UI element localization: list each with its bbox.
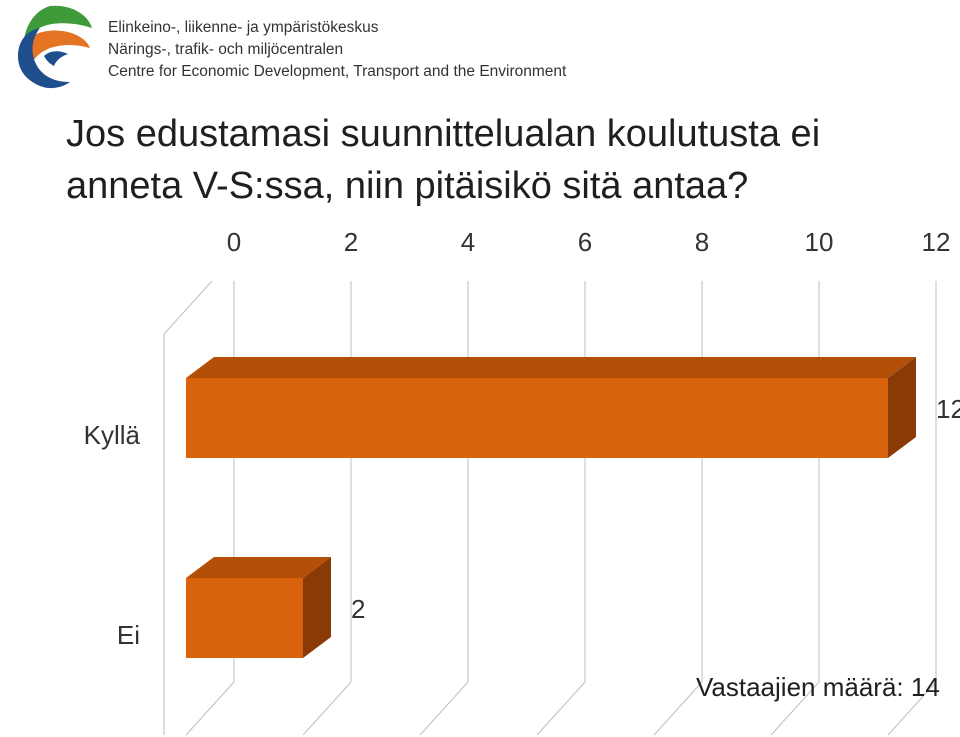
org-name-fi: Elinkeino-, liikenne- ja ympäristökeskus bbox=[108, 19, 379, 36]
org-name-en: Centre for Economic Development, Transpo… bbox=[108, 63, 567, 80]
floor-gridline bbox=[770, 681, 820, 736]
header: Elinkeino-, liikenne- ja ympäristökeskus… bbox=[0, 0, 960, 95]
bar-side bbox=[303, 557, 331, 658]
floor-gridline bbox=[185, 681, 235, 736]
bar bbox=[186, 378, 888, 458]
bar-side bbox=[888, 357, 916, 458]
category-label: Kyllä bbox=[84, 420, 141, 450]
data-label: 2 bbox=[351, 594, 365, 624]
floor-gridline bbox=[887, 681, 937, 736]
x-tick-label: 8 bbox=[695, 227, 709, 257]
x-tick-label: 4 bbox=[461, 227, 475, 257]
bar-top bbox=[186, 557, 331, 578]
side-wall-edge bbox=[163, 280, 213, 335]
x-tick-label: 12 bbox=[922, 227, 951, 257]
category-label: Ei bbox=[117, 620, 140, 650]
floor-gridline bbox=[536, 681, 586, 736]
floor-gridline bbox=[302, 681, 352, 736]
bar bbox=[186, 578, 303, 658]
floor-gridline bbox=[419, 681, 469, 736]
organization-names: Elinkeino-, liikenne- ja ympäristökeskus… bbox=[108, 17, 566, 83]
org-name-sv: Närings-, trafik- och miljöcentralen bbox=[108, 41, 344, 58]
x-tick-label: 10 bbox=[805, 227, 834, 257]
floor-gridline bbox=[653, 681, 703, 736]
x-tick-label: 0 bbox=[227, 227, 241, 257]
ely-logo bbox=[18, 5, 92, 89]
data-label: 12 bbox=[936, 394, 960, 424]
x-tick-label: 6 bbox=[578, 227, 592, 257]
bar-top bbox=[186, 357, 916, 378]
x-tick-label: 2 bbox=[344, 227, 358, 257]
slide-title: Jos edustamasi suunnittelualan koulutust… bbox=[66, 113, 821, 207]
respondent-count: Vastaajien määrä: 14 bbox=[696, 672, 940, 702]
